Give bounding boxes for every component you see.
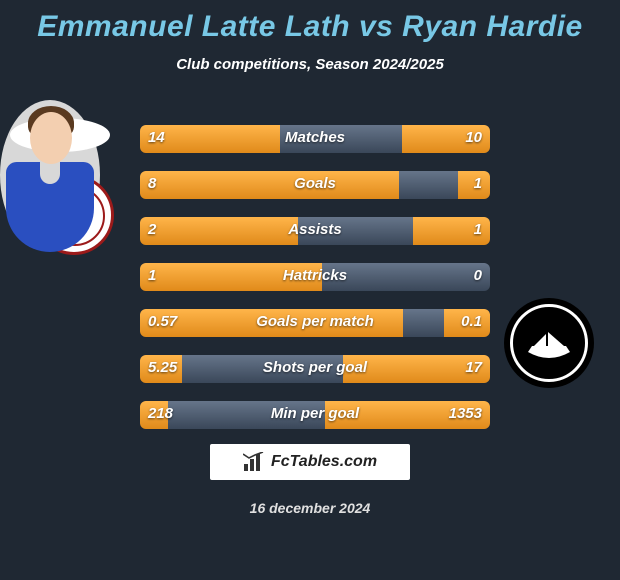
bar-row: 218Min per goal1353 [140,401,490,429]
bar-row: 1Hattricks0 [140,263,490,291]
bar-metric-label: Goals per match [140,313,490,330]
page-title: Emmanuel Latte Lath vs Ryan Hardie [0,0,620,44]
bar-right-value: 17 [465,359,482,376]
bar-row: 14Matches10 [140,125,490,153]
bar-metric-label: Matches [140,129,490,146]
page-subtitle: Club competitions, Season 2024/2025 [0,56,620,73]
bar-right-value: 1 [474,221,482,238]
bar-row: 5.25Shots per goal17 [140,355,490,383]
chart-bars-icon [243,452,265,472]
ship-icon [526,330,572,360]
bar-metric-label: Hattricks [140,267,490,284]
bar-right-value: 0 [474,267,482,284]
bar-row: 0.57Goals per match0.1 [140,309,490,337]
bar-metric-label: Assists [140,221,490,238]
bar-right-value: 1 [474,175,482,192]
date-label: 16 december 2024 [0,500,620,516]
comparison-chart: 14Matches108Goals12Assists11Hattricks00.… [0,100,620,480]
bar-row: 8Goals1 [140,171,490,199]
club-crest-right [504,298,594,388]
bar-right-value: 1353 [449,405,482,422]
bars-container: 14Matches108Goals12Assists11Hattricks00.… [140,125,490,447]
bar-metric-label: Min per goal [140,405,490,422]
bar-metric-label: Goals [140,175,490,192]
bar-row: 2Assists1 [140,217,490,245]
branding-text: FcTables.com [271,453,377,471]
bar-right-value: 10 [465,129,482,146]
branding-badge: FcTables.com [210,444,410,480]
bar-right-value: 0.1 [461,313,482,330]
bar-metric-label: Shots per goal [140,359,490,376]
